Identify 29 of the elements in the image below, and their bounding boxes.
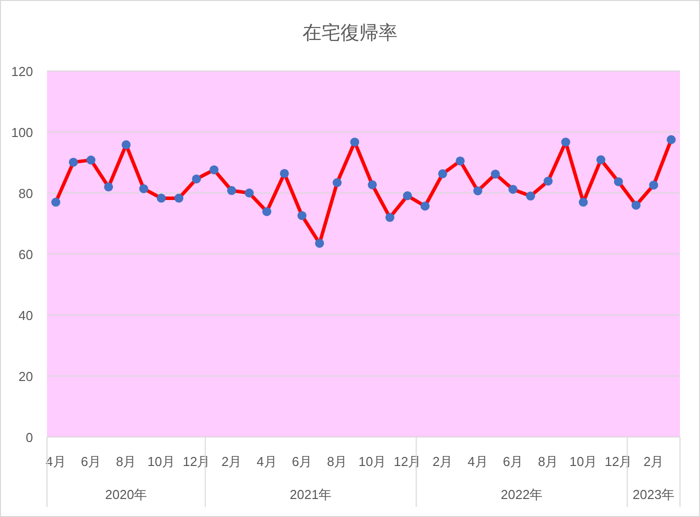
y-tick-label: 80 (18, 186, 33, 201)
x-tick-label: 2月 (222, 454, 242, 469)
y-tick-label: 0 (26, 430, 33, 445)
x-tick-label: 12月 (182, 454, 210, 469)
text: 2023年 (632, 487, 675, 502)
text: 2021年 (290, 487, 332, 502)
x-tick-label: 2月 (432, 454, 453, 469)
x-tick-label: 4月 (468, 454, 488, 469)
x-tick-label: 10月 (358, 454, 386, 469)
x-tick-label: 10月 (570, 454, 598, 469)
y-tick-label: 100 (11, 125, 33, 140)
x-tick-label: 6月 (292, 454, 312, 469)
x-tick-label: 10月 (148, 454, 176, 469)
x-tick-label: 8月 (538, 454, 558, 469)
chart-title: 在宅復帰率 (302, 22, 398, 44)
y-tick-label: 20 (18, 369, 33, 384)
x-tick-label: 6月 (502, 454, 524, 469)
y-tick-label: 40 (18, 308, 33, 323)
x-tick-label: 12月 (604, 454, 632, 469)
x-tick-label: 8月 (116, 454, 136, 469)
text: 2022年 (500, 487, 543, 502)
y-tick-label: 60 (18, 247, 33, 262)
y-tick-label: 120 (11, 64, 33, 79)
x-tick-label: 6月 (80, 454, 102, 469)
x-tick-label: 2月 (644, 454, 664, 469)
text: 2020年 (105, 487, 148, 502)
x-tick-label: 8月 (327, 454, 348, 469)
x-tick-label: 4月 (256, 454, 277, 469)
x-tick-label: 12月 (394, 454, 422, 469)
